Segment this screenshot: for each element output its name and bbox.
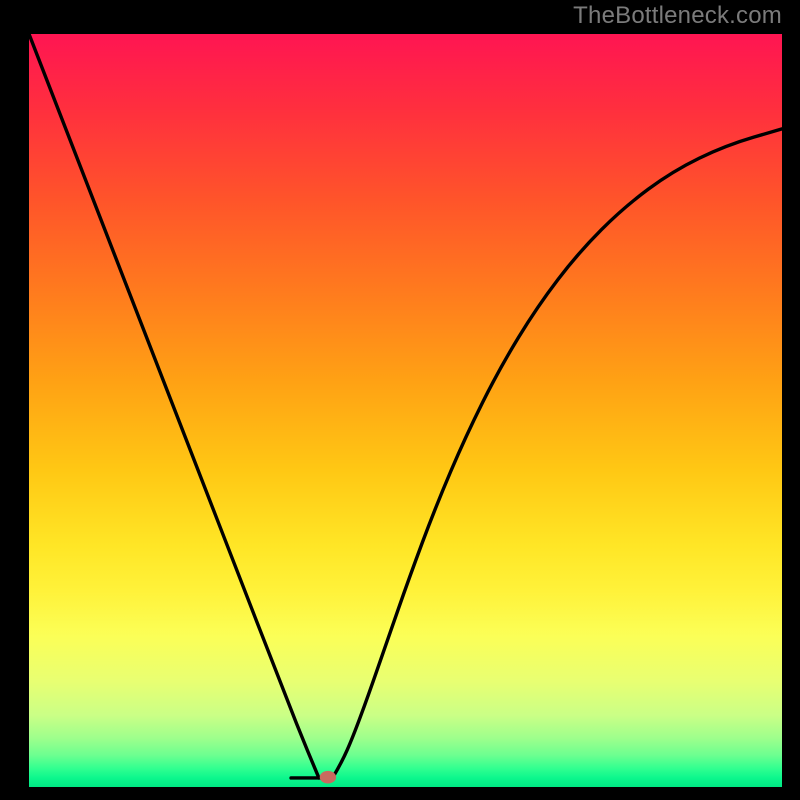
watermark-text: TheBottleneck.com [573, 2, 782, 30]
bottleneck-chart [0, 0, 800, 800]
plot-background [29, 34, 782, 787]
dip-marker [320, 771, 336, 784]
